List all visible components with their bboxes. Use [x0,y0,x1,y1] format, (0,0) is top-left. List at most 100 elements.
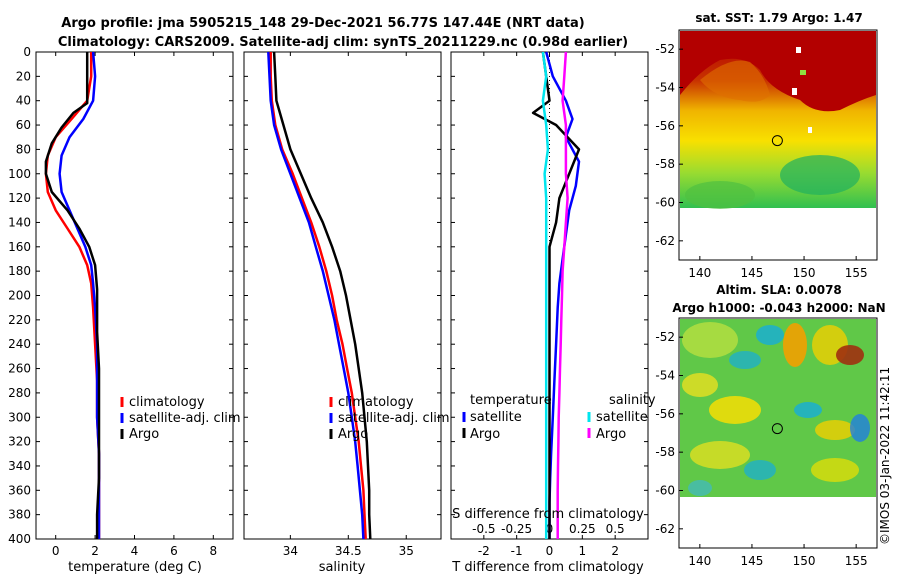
x-tick-label: 6 [170,544,178,558]
depth-tick-label: 120 [8,191,31,205]
x-tick-label: -2 [478,544,490,558]
salinity-xlabel: salinity [319,560,366,575]
imos-timestamp: ©IMOS 03-Jan-2022 11:42:11 [878,367,892,545]
map-y-tick-label: -58 [655,445,675,459]
legend-label-climatology: climatology [338,395,414,410]
x-tick-label: 35 [399,544,414,558]
difference-y-ticks [451,51,648,540]
depth-tick-label: 220 [8,313,31,327]
sst-green-pixel [800,70,806,75]
difference-top-label: S difference from climatology [452,507,644,522]
sst-map-title: sat. SST: 1.79 Argo: 1.47 [695,11,862,25]
map-x-tick-label: 145 [740,266,763,280]
x-tick-label: 0 [546,544,554,558]
map-y-tick-label: -56 [655,407,675,421]
map-x-tick-label: 145 [740,554,763,568]
depth-tick-label: 340 [8,459,31,473]
legend-label-argo: Argo [129,427,159,442]
salinity-panel: 34 34.5 35 salinity climatology satellite-… [243,51,450,575]
depth-tick-label: 20 [16,69,31,83]
depth-axis: 0 20 40 60 80 100 120 140 160 180 200 220 240 260 280 3… [8,45,233,546]
map-y-tick-label: -62 [655,234,675,248]
x-tick-label: -1 [511,544,523,558]
legend-label-sal-satellite: satellite [596,410,648,425]
legend-label-temp-satellite: satellite [470,410,522,425]
depth-tick-label: 80 [16,142,31,156]
difference-x-axis: -2 -1 0 1 2 [478,52,619,558]
depth-tick-label: 360 [8,483,31,497]
depth-tick-label: 300 [8,410,31,424]
depth-tick-label: 200 [8,289,31,303]
s-diff-tick-label: -0.25 [501,522,532,536]
depth-tick-label: 160 [8,240,31,254]
sla-map-title-line2: Argo h1000: -0.043 h2000: NaN [672,301,885,315]
sst-warm-region [680,31,876,112]
figure-title-line2: Climatology: CARS2009. Satellite-adj cli… [58,35,628,50]
difference-series [531,51,581,539]
map-y-tick-label: -54 [655,81,675,95]
depth-tick-label: 260 [8,362,31,376]
series-line-satellite-adj-clim [267,51,365,540]
s-diff-tick-label: 0.25 [569,522,596,536]
depth-tick-label: 0 [23,45,31,59]
depth-tick-label: 180 [8,264,31,278]
map-x-tick-label: 155 [845,266,868,280]
salinity-y-ticks [244,51,441,540]
map-x-tick-label: 140 [688,554,711,568]
temperature-axes-box [35,51,234,540]
legend-label-satellite: satellite-adj. clim [338,411,450,426]
s-diff-tick-label: 0.5 [606,522,625,536]
temperature-panel: 0204060801001201401601802002202402602803… [8,45,241,575]
sst-cool-patch [780,155,860,195]
sst-cloud-gap [792,88,797,95]
x-tick-label: 8 [209,544,217,558]
temperature-xlabel: temperature (deg C) [68,560,202,575]
series-line-argo [44,52,101,539]
depth-tick-label: 280 [8,386,31,400]
depth-tick-label: 320 [8,435,31,449]
map-x-tick-label: 155 [845,554,868,568]
difference-panel: -2 -1 0 1 2 -0.5 -0.25 0 0.25 0.5 T difference f… [450,51,656,575]
series-line-temperature-argo [531,51,581,539]
map-y-tick-label: -54 [655,369,675,383]
sla-map-panel: Altim. SLA: 0.0078 Argo h1000: -0.043 h2… [655,283,885,568]
series-line-salinity-satellite [541,51,550,539]
depth-tick-label: 60 [16,118,31,132]
temperature-legend: climatology satellite-adj. clim Argo [120,395,241,442]
sla-eddies [682,322,870,496]
depth-tick-label: 100 [8,167,31,181]
sst-cool-patch [685,181,755,209]
map-y-tick-label: -60 [655,484,675,498]
x-tick-label: 2 [91,544,99,558]
sst-argo-location-marker [771,135,783,147]
sla-map-title-line1: Altim. SLA: 0.0078 [716,283,842,297]
legend-label-argo: Argo [338,427,368,442]
map-y-tick-label: -52 [655,42,675,56]
legend-title-salinity: salinity [609,393,656,408]
series-line-salinity-argo [556,51,569,539]
difference-legend: temperature salinity satellite Argo sate… [462,393,656,442]
x-tick-label: 1 [579,544,587,558]
sst-cloud-gap [796,47,801,53]
map-y-tick-label: -58 [655,157,675,171]
depth-tick-label: 400 [8,532,31,546]
sst-map-axis-ticks: 140 145 150 155 -52 -54 -56 -58 -60 -62 [655,42,867,280]
sst-front [700,60,770,102]
x-tick-label: 0 [52,544,60,558]
depth-tick-label: 140 [8,215,31,229]
salinity-x-axis: 34 34.5 35 [283,52,414,558]
s-diff-tick-label: -0.5 [472,522,495,536]
depth-tick-label: 380 [8,508,31,522]
legend-title-temperature: temperature [470,393,552,408]
temperature-x-axis: 0 2 4 6 8 [52,52,217,558]
depth-tick-label: 240 [8,337,31,351]
salinity-series [267,51,372,540]
x-tick-label: 34.5 [335,544,362,558]
map-y-tick-label: -62 [655,522,675,536]
map-x-tick-label: 150 [793,554,816,568]
x-tick-label: 34 [283,544,298,558]
sla-argo-location-marker [771,423,783,435]
map-y-tick-label: -52 [655,330,675,344]
figure-title-line1: Argo profile: jma 5905215_148 29-Dec-202… [61,16,584,31]
